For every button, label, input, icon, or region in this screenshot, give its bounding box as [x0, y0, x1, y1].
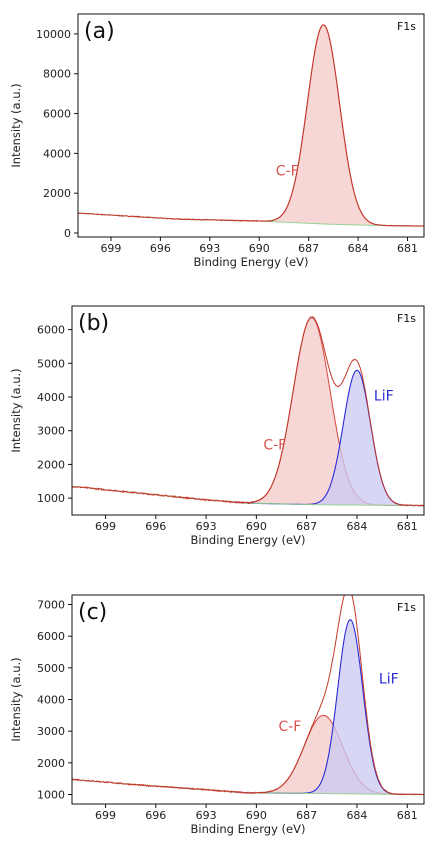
plot-area: [78, 24, 424, 227]
x-axis-label: Binding Energy (eV): [191, 533, 306, 547]
x-tick-label: 684: [348, 242, 369, 255]
x-tick-label: 687: [296, 520, 317, 533]
y-axis-label: Intensity (a.u.): [9, 368, 23, 452]
x-tick-label: 690: [246, 809, 267, 822]
y-tick-label: 10000: [36, 28, 71, 41]
peak-label-c-f: C-F: [276, 163, 299, 179]
y-tick-label: 1000: [37, 789, 65, 802]
corner-label: F1s: [397, 601, 416, 614]
plot-area: [72, 595, 424, 796]
chart-panel-2: 699 696 693 690 687 684 681 1000 2000 3000 4000 500…: [9, 305, 425, 547]
y-tick-label: 0: [64, 227, 71, 240]
raw-spectrum: [72, 316, 424, 507]
plot-area: [72, 316, 424, 507]
x-axis-label: Binding Energy (eV): [191, 822, 306, 836]
x-tick-label: 681: [397, 520, 418, 533]
y-tick-label: 3000: [37, 725, 65, 738]
y-tick-label: 2000: [37, 757, 65, 770]
y-tick-label: 8000: [43, 68, 71, 81]
x-tick-label: 681: [397, 242, 418, 255]
x-tick-label: 696: [150, 242, 171, 255]
x-tick-label: 699: [100, 242, 121, 255]
x-tick-label: 693: [199, 242, 220, 255]
x-tick-label: 693: [196, 809, 217, 822]
chart-panel-3: 699 696 693 690 687 684 681 1000 2000 3000 4000 500…: [9, 594, 425, 836]
x-tick-label: 681: [397, 809, 418, 822]
y-tick-label: 7000: [37, 599, 65, 612]
panel-label: (a): [84, 19, 115, 44]
x-tick-label: 687: [298, 242, 319, 255]
panel-label: (c): [78, 600, 107, 625]
corner-label: F1s: [397, 20, 416, 33]
y-tick-label: 6000: [37, 630, 65, 643]
y-axis-label: Intensity (a.u.): [9, 83, 23, 167]
raw-spectrum: [72, 595, 424, 796]
peak-label-c-f: C-F: [263, 437, 286, 453]
x-tick-label: 699: [95, 520, 116, 533]
y-tick-label: 3000: [37, 425, 65, 438]
axes-frame: [77, 13, 425, 238]
raw-spectrum: [78, 24, 424, 227]
peak-fill-c-f: [171, 24, 424, 227]
x-tick-label: 684: [346, 809, 367, 822]
peak-fill-lif: [229, 370, 424, 506]
axes-frame: [71, 305, 425, 516]
peak-label-lif: LiF: [374, 388, 394, 404]
y-tick-label: 1000: [37, 492, 65, 505]
x-tick-label: 699: [95, 809, 116, 822]
x-tick-label: 693: [196, 520, 217, 533]
corner-label: F1s: [397, 312, 416, 325]
x-tick-label: 690: [249, 242, 270, 255]
x-axis-label: Binding Energy (eV): [194, 255, 309, 269]
y-axis-label: Intensity (a.u.): [9, 657, 23, 741]
x-tick-label: 690: [246, 520, 267, 533]
y-tick-label: 4000: [37, 391, 65, 404]
y-tick-label: 4000: [43, 147, 71, 160]
peak-label-c-f: C-F: [278, 719, 301, 735]
x-tick-label: 684: [346, 520, 367, 533]
x-tick-label: 696: [145, 520, 166, 533]
y-tick-label: 4000: [37, 694, 65, 707]
y-tick-label: 2000: [37, 458, 65, 471]
peak-fill-c-f: [137, 317, 424, 506]
y-tick-label: 6000: [37, 324, 65, 337]
chart-panel-1: 699 696 693 690 687 684 681 0 2000 4000 6000 8000 10…: [9, 13, 425, 269]
x-tick-label: 687: [296, 809, 317, 822]
peak-fill-lif: [233, 619, 424, 795]
panel-label: (b): [78, 311, 109, 336]
x-tick-label: 696: [145, 809, 166, 822]
y-tick-label: 6000: [43, 108, 71, 121]
peak-label-lif: LiF: [379, 672, 399, 688]
y-tick-label: 2000: [43, 187, 71, 200]
y-tick-label: 5000: [37, 662, 65, 675]
y-tick-label: 5000: [37, 357, 65, 370]
